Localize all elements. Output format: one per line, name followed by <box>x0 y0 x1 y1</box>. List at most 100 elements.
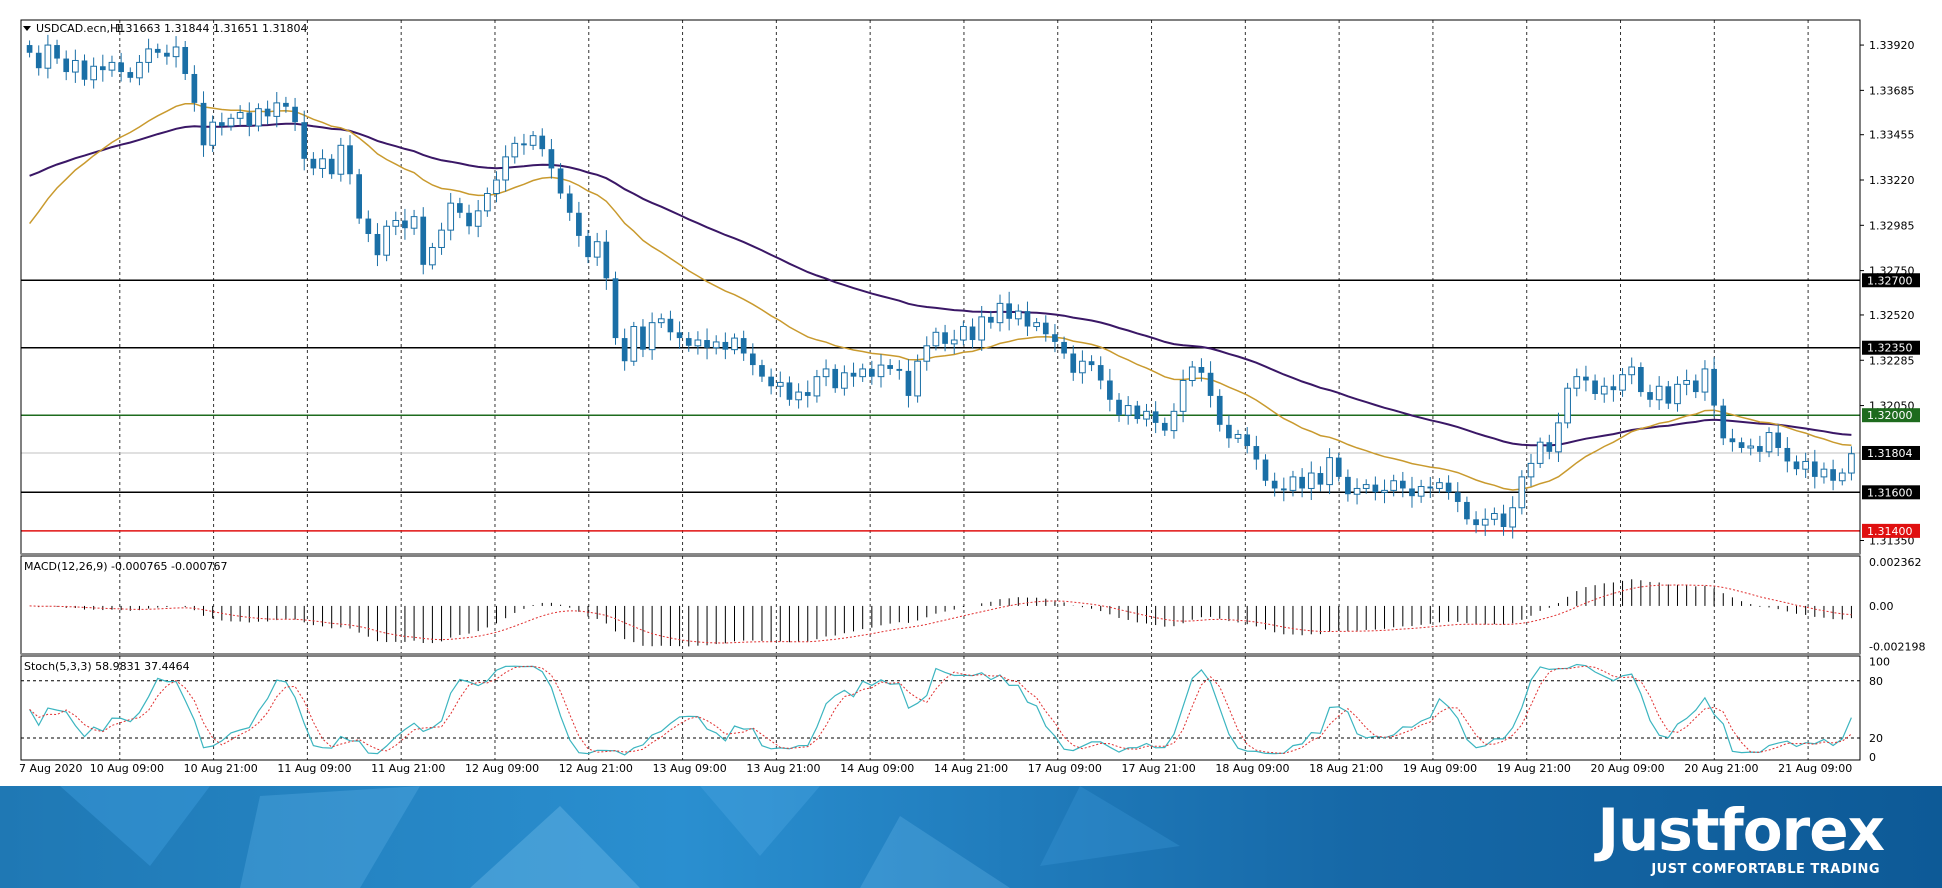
candle-body-bear <box>54 45 60 59</box>
candle-body-bull <box>438 229 445 248</box>
candle-body-bear <box>1692 380 1699 393</box>
time-tick-label: 12 Aug 21:00 <box>559 762 633 775</box>
candle-body-bull <box>1619 374 1626 391</box>
candle-body-bull <box>1573 376 1581 389</box>
candle-body-bear <box>1253 446 1260 460</box>
candle-body-bear <box>1720 405 1727 439</box>
candle-body-bull <box>996 302 1004 324</box>
candle-body-bear <box>548 149 555 169</box>
candle-body-bull <box>657 318 665 324</box>
axes <box>20 19 1861 761</box>
candle-body-bull <box>502 156 509 181</box>
candle-body-bull <box>392 219 400 227</box>
candle-body-bear <box>1757 446 1763 452</box>
candle-body-bear <box>768 376 774 387</box>
candle-body-bull <box>822 368 830 378</box>
candle-body-bear <box>1226 424 1232 439</box>
candle-body-bull <box>1362 484 1370 489</box>
candle-body-bull <box>511 142 519 158</box>
candle-body-bear <box>1784 447 1791 462</box>
dropdown-triangle-icon[interactable] <box>23 26 31 31</box>
candle-body-bear <box>356 174 362 219</box>
candle-body-bear <box>1345 476 1351 495</box>
time-tick-label: 18 Aug 21:00 <box>1309 762 1383 775</box>
candle-body-bear <box>1024 311 1031 327</box>
ma-fast-line <box>29 102 1852 491</box>
level-tag-label: 1.31600 <box>1867 486 1913 499</box>
candle-body-bull <box>145 48 152 63</box>
candle-body-bull <box>1820 468 1828 478</box>
candle-body-bull <box>429 246 436 266</box>
candle-body-bull <box>319 158 326 169</box>
candle-body-bull <box>1701 368 1709 393</box>
candle-body-bear <box>154 48 161 53</box>
stoch-tick-label: 0 <box>1869 751 1876 764</box>
horizontal-levels <box>21 279 1860 532</box>
candle-body-bear <box>1454 492 1461 502</box>
candle-body-bull <box>1353 487 1361 495</box>
price-tick-label: 1.32520 <box>1869 309 1915 322</box>
macd-tick-label: 0.00 <box>1869 600 1894 613</box>
candle-body-bear <box>301 122 308 159</box>
time-axis: 7 Aug 2020 10 Aug 09:00 10 Aug 21:00 11 Aug… <box>19 762 1852 775</box>
candle-body-bear <box>1161 422 1168 431</box>
time-tick-label: 14 Aug 21:00 <box>934 762 1008 775</box>
candle-body-bear <box>1262 459 1269 481</box>
candle-body-bear <box>1052 334 1058 342</box>
grid-lines <box>119 20 1809 760</box>
candle-body-bear <box>283 102 289 107</box>
candle-body-bull <box>1747 445 1755 449</box>
candle-body-bull <box>474 210 482 227</box>
level-tag-label: 1.32350 <box>1867 342 1913 355</box>
candle-body-bull <box>813 376 821 397</box>
candle-body-bear <box>310 158 317 169</box>
stoch-plot-frame <box>20 655 1861 761</box>
candle-body-bull <box>960 326 967 341</box>
candle-body-bear <box>1042 322 1049 335</box>
candle-body-bull <box>172 46 180 58</box>
candle-body-bull <box>1436 482 1443 489</box>
time-tick-label: 14 Aug 09:00 <box>840 762 914 775</box>
candle-body-bear <box>621 338 628 362</box>
candle-body-bear <box>557 168 564 194</box>
candle-body-bear <box>1445 482 1452 493</box>
candle-body-bull <box>483 193 491 212</box>
candle-body-bear <box>969 326 976 341</box>
level-tag <box>1862 408 1920 423</box>
level-tag <box>1862 485 1920 500</box>
candle-body-bear <box>1830 469 1836 481</box>
candle-body-bear <box>1409 488 1415 497</box>
candle-body-bear <box>1464 501 1470 520</box>
price-axis: 1.33920 1.33685 1.33455 1.33220 1.32985 1.327… <box>1860 39 1925 764</box>
price-tick-label: 1.33455 <box>1869 129 1915 142</box>
ohlc-open: 1.31663 <box>115 22 161 35</box>
candle-body-bear <box>832 368 839 389</box>
candle-body-bear <box>365 218 372 234</box>
time-tick-label: 12 Aug 09:00 <box>465 762 539 775</box>
candle-body-bear <box>804 392 811 396</box>
candle-body-bear <box>1070 353 1077 373</box>
candle-body-bear <box>1738 442 1745 448</box>
candle-body-bear <box>1399 480 1406 489</box>
macd-tick-label: 0.002362 <box>1869 556 1922 569</box>
banner-decoration <box>60 786 1180 888</box>
candle-body-bull <box>1838 472 1846 482</box>
candle-body-bull <box>1381 489 1388 493</box>
candle-body-bear <box>722 341 729 350</box>
price-tick-label: 1.32285 <box>1869 354 1915 367</box>
level-tag-label: 1.32700 <box>1867 274 1913 287</box>
candle-body-bear <box>1610 386 1617 391</box>
price-chart[interactable]: 1.33920 1.33685 1.33455 1.33220 1.32985 1.327… <box>0 0 1942 786</box>
candle-body-bear <box>942 332 948 344</box>
candle-body-bear <box>676 332 683 339</box>
candle-body-bear <box>640 326 646 350</box>
candle-body-bull <box>1655 385 1663 401</box>
candle-body-bear <box>292 106 298 123</box>
candle-body-bull <box>1188 366 1196 381</box>
candle-body-bull <box>410 216 418 229</box>
candle-body-bear <box>740 338 747 354</box>
candle-body-bear <box>1793 461 1800 470</box>
candle-body-bear <box>182 46 189 74</box>
current-price-tag <box>1862 445 1920 460</box>
time-tick-label: 19 Aug 09:00 <box>1403 762 1477 775</box>
